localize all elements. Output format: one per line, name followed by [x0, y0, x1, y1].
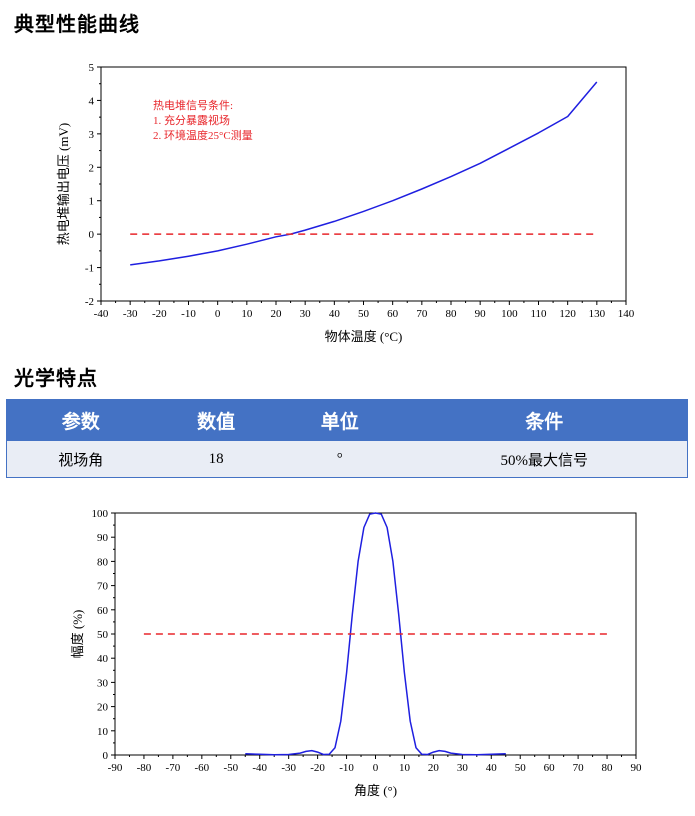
x-tick-label: -40 [252, 762, 267, 774]
y-tick-label: 40 [97, 653, 109, 665]
table-header-row: 参数 数值 单位 条件 [6, 399, 688, 441]
y-tick-label: 80 [97, 556, 109, 568]
x-tick-label: 80 [602, 762, 614, 774]
x-axis-title: 物体温度 (°C) [325, 329, 403, 344]
optics-table: 参数 数值 单位 条件 视场角 18 ° 50%最大信号 [6, 399, 688, 478]
y-tick-label: 0 [103, 750, 109, 762]
x-tick-label: -90 [108, 762, 123, 774]
y-tick-label: 20 [97, 702, 109, 714]
y-tick-label: 100 [92, 508, 109, 520]
header-value: 数值 [154, 399, 278, 441]
x-tick-label: 20 [428, 762, 440, 774]
x-tick-label: 0 [215, 308, 221, 320]
y-tick-label: -1 [85, 263, 94, 275]
response-curve [245, 512, 506, 756]
x-tick-label: -10 [339, 762, 354, 774]
x-tick-label: 30 [457, 762, 469, 774]
y-tick-label: 60 [97, 605, 109, 617]
y-tick-label: 1 [89, 196, 95, 208]
y-tick-label: 30 [97, 677, 109, 689]
annotation-line: 2. 环境温度25°C测量 [153, 128, 253, 142]
x-tick-label: 70 [416, 308, 428, 320]
cell-value: 18 [154, 440, 278, 478]
table-row: 视场角 18 ° 50%最大信号 [6, 440, 688, 478]
x-tick-label: 20 [271, 308, 283, 320]
y-axis-title: 幅度 (%) [70, 610, 85, 659]
header-condition: 条件 [401, 399, 688, 441]
y-tick-label: 0 [89, 229, 95, 241]
y-tick-label: 2 [89, 162, 95, 174]
x-tick-label: -70 [166, 762, 181, 774]
cell-unit: ° [277, 440, 402, 478]
x-tick-label: 10 [399, 762, 411, 774]
x-tick-label: 60 [544, 762, 556, 774]
x-tick-label: 100 [501, 308, 518, 320]
x-tick-label: 0 [373, 762, 379, 774]
y-tick-label: 50 [97, 629, 109, 641]
x-tick-label: -80 [137, 762, 152, 774]
x-tick-label: -30 [281, 762, 296, 774]
cell-condition: 50%最大信号 [401, 440, 688, 478]
y-tick-label: 90 [97, 532, 109, 544]
performance-section-title: 典型性能曲线 [14, 12, 140, 36]
x-tick-label: 50 [358, 308, 370, 320]
x-tick-label: 120 [559, 308, 576, 320]
x-tick-label: 70 [573, 762, 585, 774]
optics-section-title: 光学特点 [14, 366, 98, 390]
x-tick-label: -30 [123, 308, 138, 320]
x-tick-label: 110 [530, 308, 547, 320]
x-tick-label: -10 [181, 308, 196, 320]
y-axis-title: 热电堆输出电压 (mV) [56, 123, 71, 245]
x-tick-label: 10 [241, 308, 253, 320]
header-parameter: 参数 [6, 399, 155, 441]
x-tick-label: 50 [515, 762, 527, 774]
y-tick-label: 5 [89, 62, 95, 74]
x-tick-label: -40 [94, 308, 109, 320]
x-tick-label: 30 [300, 308, 312, 320]
x-tick-label: -50 [223, 762, 238, 774]
angular-response-chart: -90 -80 -70 -60 -50 -40 -30 -20 -10 0 10 20 30 40 50 60… [70, 508, 643, 798]
x-tick-label: 60 [387, 308, 399, 320]
x-tick-label: -20 [152, 308, 167, 320]
y-tick-label: 4 [89, 95, 95, 107]
x-tick-label: 40 [329, 308, 341, 320]
voltage-vs-temperature-chart: -40 -30 -20 -10 0 10 20 30 40 50 60 70 80 90 100 110 120… [56, 62, 635, 344]
x-tick-label: 90 [475, 308, 487, 320]
y-tick-label: -2 [85, 296, 94, 308]
response-curve [130, 81, 598, 266]
y-tick-label: 10 [97, 726, 109, 738]
x-tick-label: 140 [618, 308, 635, 320]
x-tick-label: 40 [486, 762, 498, 774]
cell-parameter: 视场角 [6, 440, 155, 478]
x-tick-label: 130 [589, 308, 606, 320]
x-tick-label: -20 [310, 762, 325, 774]
x-tick-label: 80 [446, 308, 458, 320]
y-tick-label: 3 [89, 129, 95, 141]
annotation-line: 热电堆信号条件: [153, 98, 233, 112]
y-tick-label: 70 [97, 581, 109, 593]
x-axis-title: 角度 (°) [354, 783, 397, 798]
x-tick-label: 90 [631, 762, 643, 774]
x-tick-label: -60 [194, 762, 209, 774]
header-unit: 单位 [277, 399, 402, 441]
annotation-line: 1. 充分暴露视场 [153, 113, 230, 127]
